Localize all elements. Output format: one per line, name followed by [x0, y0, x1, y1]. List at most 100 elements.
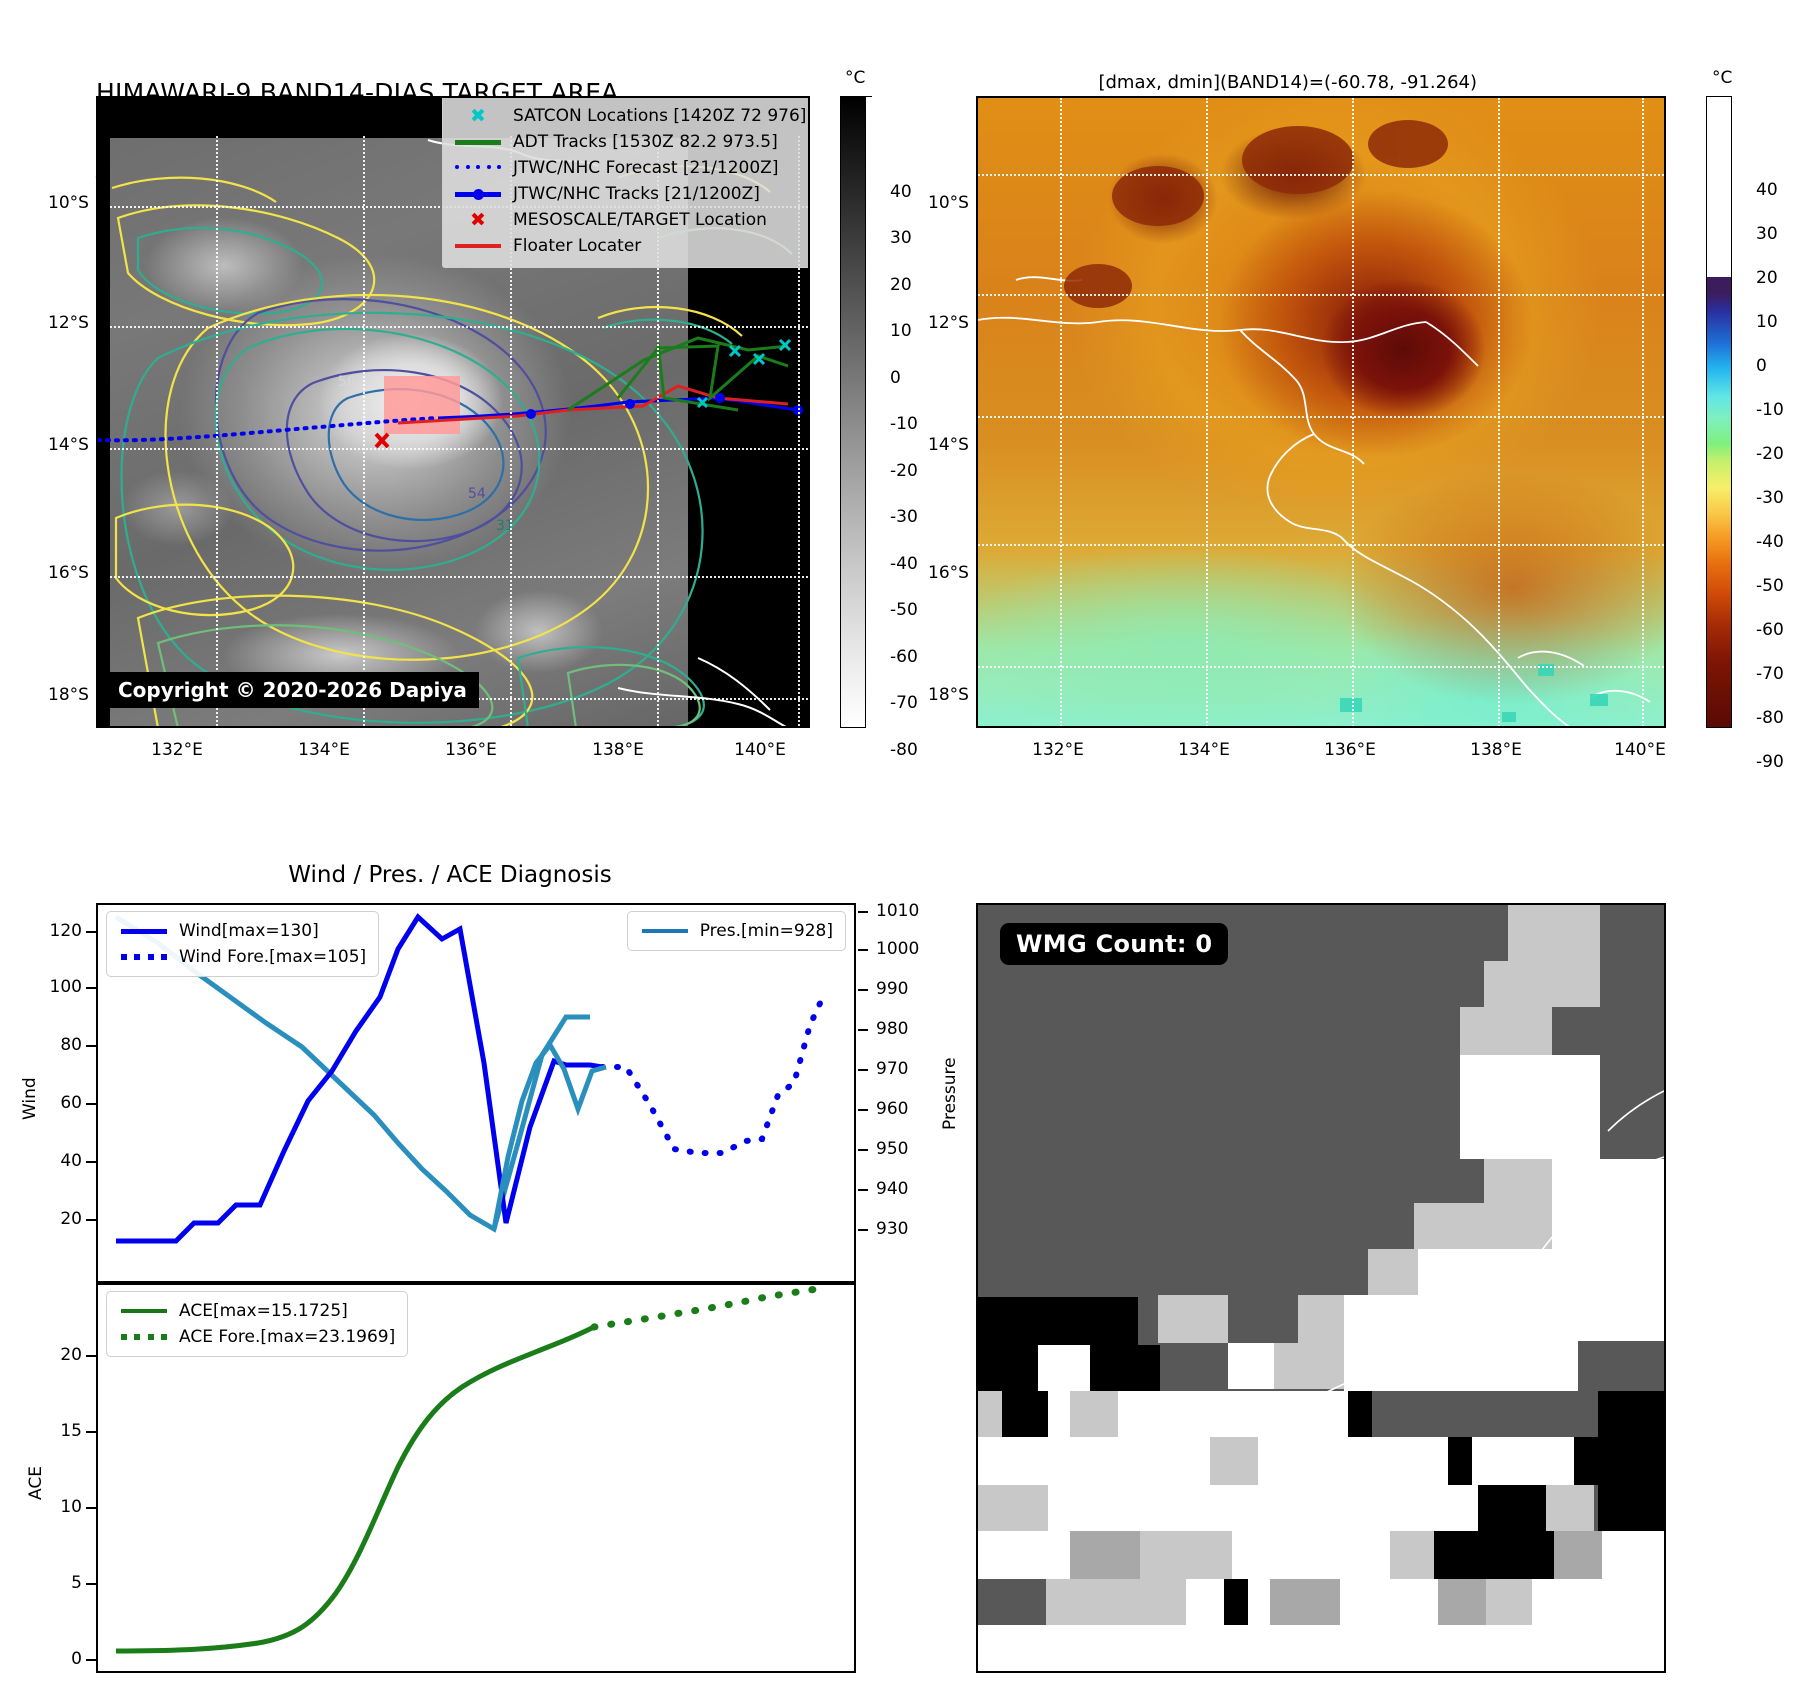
y-tick: 5: [71, 1573, 82, 1593]
ir-lat-tick-14S: 14°S: [48, 435, 89, 455]
awv-lat-tick-12S: 12°S: [928, 313, 969, 333]
wmg-count-text: WMG Count: 0: [1016, 930, 1213, 958]
cb-tick: 40: [1756, 180, 1778, 200]
wind-y-axis-label: Wind: [20, 1077, 40, 1120]
awv-gridline-lon-136: [1352, 98, 1354, 726]
cb-tick: 20: [890, 275, 912, 295]
legend-item-mesoscale-target[interactable]: ✖ MESOSCALE/TARGET Location: [453, 207, 806, 233]
wind-chart-legend[interactable]: Wind[max=130] Wind Fore.[max=105]: [106, 911, 380, 977]
line-green-icon: [119, 1309, 169, 1313]
dotted-blue-icon: [119, 954, 169, 960]
ace-chart[interactable]: ACE[max=15.1725] ACE Fore.[max=23.1969]: [96, 1283, 856, 1673]
awv-lat-tick-18S: 18°S: [928, 685, 969, 705]
diagnosis-title: Wind / Pres. / ACE Diagnosis: [288, 862, 612, 888]
y-tick: 0: [71, 1649, 82, 1669]
ir-colorbar: [840, 96, 866, 728]
legend-item-jtwc-forecast[interactable]: JTWC/NHC Forecast [21/1200Z]: [453, 155, 806, 181]
awv-lat-tick-14S: 14°S: [928, 435, 969, 455]
copyright-text: Copyright © 2020-2026 Dapiya: [118, 678, 467, 702]
cb-tick: -70: [1756, 664, 1784, 684]
legend-label: JTWC/NHC Tracks [21/1200Z]: [513, 184, 760, 204]
ir-lon-tick-132E: 132°E: [151, 740, 203, 760]
cb-tick: -60: [1756, 620, 1784, 640]
ir-band14-panel[interactable]: 56 54 31: [96, 96, 810, 728]
awv-gridline-lat-14: [978, 416, 1664, 418]
page-title-line1: HIMAWARI-9 BAND14-DIAS TARGET AREA: [96, 78, 619, 107]
svg-text:56: 56: [338, 374, 356, 390]
awv-lon-tick-138E: 138°E: [1470, 740, 1522, 760]
y-tick: 10: [60, 1497, 82, 1517]
legend-label: ACE Fore.[max=23.1969]: [179, 1327, 396, 1347]
y-tick-right: 980: [876, 1019, 909, 1039]
svg-text:54: 54: [468, 486, 486, 502]
ir-lon-tick-138E: 138°E: [592, 740, 644, 760]
legend-item-wind-forecast[interactable]: Wind Fore.[max=105]: [119, 944, 366, 970]
pressure-y-axis-label: Pressure: [940, 1057, 960, 1130]
y-tick: 60: [60, 1093, 82, 1113]
y-tick-right: 940: [876, 1179, 909, 1199]
y-tick-right: 1000: [876, 939, 920, 959]
y-tick-right: 970: [876, 1059, 909, 1079]
awv-lat-tick-16S: 16°S: [928, 563, 969, 583]
ir-lon-tick-140E: 140°E: [734, 740, 786, 760]
awv-gridline-lat-12: [978, 294, 1664, 296]
cb-tick: 0: [890, 368, 901, 388]
dmax-dmin-band14: [dmax, dmin](BAND14)=(-60.78, -91.264): [1098, 72, 1477, 93]
y-tick: 20: [60, 1345, 82, 1365]
awv-lon-tick-134E: 134°E: [1178, 740, 1230, 760]
ace-y-axis-label: ACE: [26, 1466, 46, 1500]
ir-colorbar-unit: °C: [845, 68, 866, 88]
ir-lat-tick-12S: 12°S: [48, 313, 89, 333]
legend-item-ace-forecast[interactable]: ACE Fore.[max=23.1969]: [119, 1324, 395, 1350]
ir-colorbar-ticks: 40 30 20 10 0 -10 -20 -30 -40 -50 -60 -7…: [866, 96, 946, 760]
awv-gridline-lat-18: [978, 666, 1664, 668]
awv-enhanced-ir-panel[interactable]: [976, 96, 1666, 728]
awv-coastlines: [978, 120, 1651, 726]
ace-y-axis: 20 15 10 5 0: [20, 1283, 96, 1673]
y-tick: 120: [49, 921, 82, 941]
ir-gridline-lat-14: [110, 448, 808, 450]
legend-label: Floater Locater: [513, 236, 642, 256]
y-tick: 80: [60, 1035, 82, 1055]
cb-tick: -90: [1756, 752, 1784, 772]
copyright-badge: Copyright © 2020-2026 Dapiya: [106, 672, 479, 708]
legend-item-adt-tracks[interactable]: ADT Tracks [1530Z 82.2 973.5]: [453, 129, 806, 155]
cb-tick: -50: [1756, 576, 1784, 596]
wmg-panel[interactable]: WMG Count: 0: [976, 903, 1666, 1673]
legend-label: JTWC/NHC Forecast [21/1200Z]: [513, 158, 779, 178]
cb-tick: 0: [1756, 356, 1767, 376]
ir-gridline-lon-140: [798, 136, 800, 726]
wmg-microwave-grid: [978, 905, 1664, 1671]
legend-item-floater-locater[interactable]: Floater Locater: [453, 233, 806, 259]
awv-enhanced-imagery: [978, 98, 1664, 726]
ir-nodata-left: [98, 98, 110, 726]
x-marker-red-icon: ✖: [470, 208, 486, 231]
ir-map-legend[interactable]: ✖ SATCON Locations [1420Z 72 976] ADT Tr…: [442, 98, 808, 268]
cb-tick: 10: [890, 321, 912, 341]
cb-tick: -10: [890, 414, 918, 434]
line-red-icon: [453, 244, 503, 248]
legend-item-wind[interactable]: Wind[max=130]: [119, 918, 366, 944]
ir-gridline-lat-12: [110, 326, 808, 328]
line-blue-icon: [119, 928, 169, 934]
wmg-count-badge: WMG Count: 0: [1000, 923, 1229, 965]
pressure-chart-legend[interactable]: Pres.[min=928]: [626, 911, 846, 951]
wind-y-axis: 120 100 80 60 40 20: [20, 903, 96, 1283]
legend-item-satcon[interactable]: ✖ SATCON Locations [1420Z 72 976]: [453, 103, 806, 129]
legend-item-ace[interactable]: ACE[max=15.1725]: [119, 1298, 395, 1324]
cb-tick: -50: [890, 600, 918, 620]
awv-colorbar-unit: °C: [1712, 68, 1733, 88]
legend-label: Pres.[min=928]: [699, 921, 833, 941]
awv-gridline-lat-10: [978, 174, 1664, 176]
ace-chart-legend[interactable]: ACE[max=15.1725] ACE Fore.[max=23.1969]: [106, 1291, 409, 1357]
cb-tick: -80: [1756, 708, 1784, 728]
awv-gridline-lon-132: [1060, 98, 1062, 726]
legend-item-pressure[interactable]: Pres.[min=928]: [640, 918, 833, 944]
awv-lon-tick-140E: 140°E: [1614, 740, 1666, 760]
ir-lat-tick-16S: 16°S: [48, 563, 89, 583]
y-tick-right: 950: [876, 1139, 909, 1159]
legend-item-jtwc-tracks[interactable]: JTWC/NHC Tracks [21/1200Z]: [453, 181, 806, 207]
wind-pressure-chart[interactable]: Wind[max=130] Wind Fore.[max=105] Pres.[…: [96, 903, 856, 1283]
y-tick: 100: [49, 977, 82, 997]
cb-tick: -30: [890, 507, 918, 527]
